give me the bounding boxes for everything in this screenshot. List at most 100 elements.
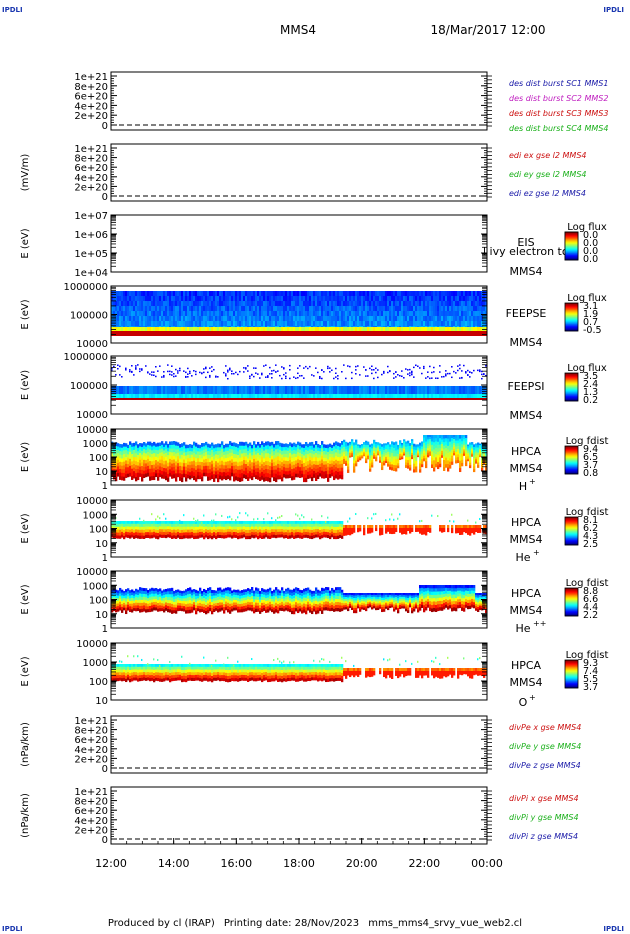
spectrogram-cell [481,377,483,380]
spectrogram-cell [381,464,384,468]
colorbar-cell [565,257,578,260]
spectrogram-cell [309,460,312,465]
spectrogram-cell [161,463,164,468]
spectrogram-cell [141,443,144,448]
spectrogram-cell [137,311,140,317]
spectrogram-cell [335,470,338,475]
spectrogram-cell [435,296,438,302]
spectrogram-cell [143,331,146,336]
spectrogram-cell [143,306,146,312]
spectrogram-cell [259,466,262,470]
spectrogram-cell [281,477,284,482]
spectrogram-cell [335,452,338,457]
spectrogram-cell [119,374,121,376]
spectrogram-cell [309,316,312,322]
spectrogram-cell [203,472,206,477]
spectrogram-cell [485,321,488,327]
spectrogram-cell [209,472,212,477]
spectrogram-cell [337,311,340,317]
y-tick-label: 4e+20 [74,173,108,184]
spectrogram-cell [139,463,142,467]
spectrogram-cell [327,386,330,394]
spectrogram-cell [241,461,244,466]
spectrogram-cell [215,471,218,476]
spectrogram-cell [187,461,190,466]
spectrogram-cell [377,296,380,302]
spectrogram-cell [305,321,308,327]
spectrogram-cell [287,464,290,469]
spectrogram-cell [401,450,404,453]
spectrogram-cell [331,327,334,331]
spectrogram-cell [135,441,138,446]
spectrogram-cell [187,464,190,469]
spectrogram-cell [433,449,436,454]
spectrogram-cell [225,476,228,481]
spectrogram-cell [111,331,114,336]
spectrogram-cell [201,386,204,394]
spectrogram-cell [397,463,400,466]
spectrogram-cell [209,447,212,452]
spectrogram-cell [131,331,134,336]
spectrogram-cell [125,301,128,307]
spectrogram-cell [405,316,408,322]
spectrogram-cell [141,306,144,312]
spectrogram-cell [145,321,148,327]
colorbar-cell [565,398,578,401]
spectrogram-cell [237,398,240,400]
spectrogram-cell [179,454,182,459]
spectrogram-cell [437,394,440,398]
spectrogram-cell [405,454,408,458]
spectrogram-cell [435,457,438,461]
spectrogram-cell [411,454,414,458]
spectrogram-cell [311,398,314,400]
spectrogram-cell [387,327,390,331]
spectrogram-cell [409,456,412,460]
spectrogram-cell [289,321,292,327]
spectrogram-cell [271,373,273,375]
spectrogram-cell [347,469,350,473]
spectrogram-cell [135,461,138,466]
spectrogram-cell [259,447,262,452]
spectrogram-cell [263,296,266,302]
spectrogram-cell [345,441,348,445]
spectrogram-cell [395,465,398,469]
spectrogram-cell [263,331,266,336]
spectrogram-cell [443,452,446,457]
spectrogram-cell [345,301,348,307]
spectrogram-cell [297,462,300,467]
spectrogram-cell [225,374,227,377]
spectrogram-cell [323,461,326,465]
spectrogram-cell [447,321,450,327]
spectrogram-cell [383,311,386,317]
spectrogram-cell [397,331,400,336]
spectrogram-cell [235,461,238,466]
legend-entry: des dist burst SC2 MMS2 [509,94,608,103]
spectrogram-cell [451,316,454,322]
spectrogram-cell [115,446,118,451]
spectrogram-cell [347,442,350,446]
spectrogram-cell [319,473,322,477]
spectrogram-cell [125,291,128,297]
spectrogram-cell [155,331,158,336]
spectrogram-cell [471,394,474,398]
spectrogram-cell [345,331,348,336]
spectrogram-cell [277,444,280,449]
spectrogram-cell [359,456,362,459]
spectrogram-cell [467,459,470,462]
spectrogram-cell [357,316,360,322]
spectrogram-cell [233,442,236,447]
spectrogram-cell [337,449,340,454]
spectrogram-cell [191,291,194,297]
spectrogram-cell [187,471,190,476]
spectrogram-cell [459,435,462,439]
spectrogram-cell [299,467,302,471]
spectrogram-cell [237,331,240,336]
spectrogram-cell [289,311,292,317]
spectrogram-cell [289,377,291,380]
spectrogram-cell [235,443,238,448]
spectrogram-cell [277,441,280,446]
spectrogram-cell [149,472,152,477]
spectrogram-cell [279,374,281,377]
spectrogram-cell [367,394,370,398]
spectrogram-cell [237,373,239,376]
